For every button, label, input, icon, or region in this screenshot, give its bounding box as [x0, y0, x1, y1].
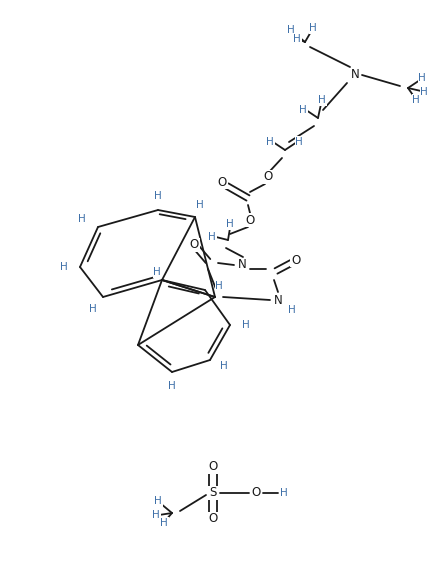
- Text: H: H: [287, 25, 295, 35]
- Text: H: H: [154, 191, 162, 201]
- Text: H: H: [160, 518, 168, 528]
- Text: H: H: [196, 200, 204, 210]
- Text: O: O: [208, 512, 218, 525]
- Text: H: H: [295, 137, 303, 147]
- Text: H: H: [215, 281, 223, 291]
- Text: H: H: [418, 73, 426, 83]
- Text: H: H: [152, 510, 160, 520]
- Text: H: H: [208, 232, 216, 242]
- Text: H: H: [242, 320, 250, 330]
- Text: H: H: [78, 214, 86, 224]
- Text: H: H: [266, 137, 274, 147]
- Text: O: O: [252, 487, 261, 500]
- Text: H: H: [299, 105, 307, 115]
- Text: H: H: [153, 267, 161, 277]
- Text: H: H: [89, 304, 97, 314]
- Text: O: O: [291, 253, 301, 267]
- Text: H: H: [220, 361, 228, 371]
- Text: S: S: [209, 487, 217, 500]
- Text: H: H: [288, 305, 296, 315]
- Text: H: H: [318, 95, 326, 105]
- Text: H: H: [154, 496, 162, 506]
- Text: O: O: [208, 460, 218, 473]
- Text: O: O: [245, 214, 255, 226]
- Text: H: H: [168, 381, 176, 391]
- Text: H: H: [420, 87, 428, 97]
- Text: H: H: [226, 219, 234, 229]
- Text: H: H: [412, 95, 420, 105]
- Text: H: H: [280, 488, 288, 498]
- Text: N: N: [238, 259, 246, 271]
- Text: H: H: [293, 34, 301, 44]
- Text: H: H: [309, 23, 317, 33]
- Text: N: N: [351, 68, 359, 81]
- Text: O: O: [218, 176, 227, 188]
- Text: H: H: [60, 262, 68, 272]
- Text: O: O: [189, 239, 199, 252]
- Text: N: N: [274, 294, 283, 307]
- Text: O: O: [263, 170, 272, 184]
